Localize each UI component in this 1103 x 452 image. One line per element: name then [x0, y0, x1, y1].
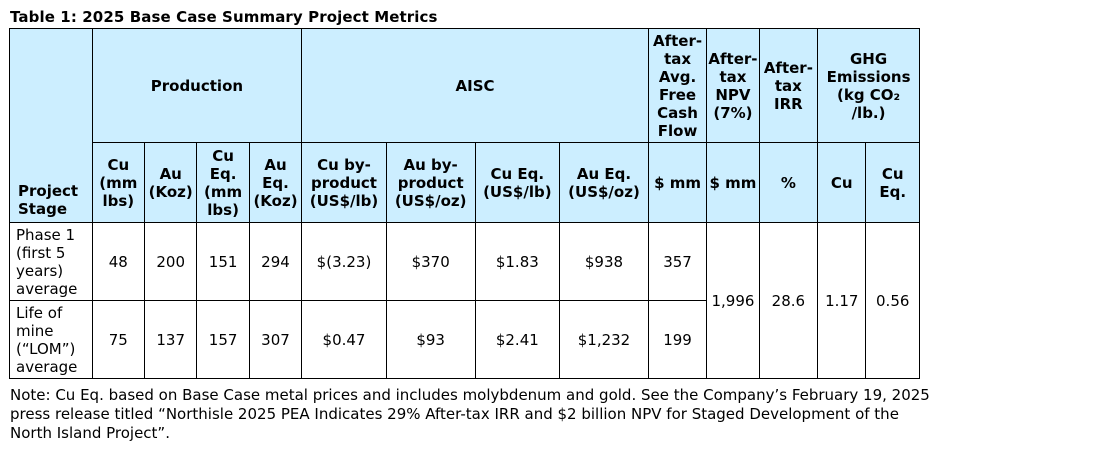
- fcf-unit-header: $ mm: [647, 142, 708, 223]
- fcf-cell: 357: [647, 222, 708, 301]
- au-byproduct-header: Au by-product (US$/oz): [385, 142, 476, 223]
- cu-byproduct-cell: $0.47: [301, 300, 387, 379]
- aisc-header: AISC: [301, 28, 649, 143]
- fcf-cell: 199: [647, 300, 708, 379]
- au-eq-koz-cell: 307: [248, 300, 303, 379]
- au-eq-koz-cell: 294: [248, 222, 303, 301]
- cu-byproduct-header: Cu by-product (US$/lb): [301, 142, 387, 223]
- cu-eq-uslb-header: Cu Eq. (US$/lb): [474, 142, 561, 223]
- cu-eq-mmlbs-cell: 151: [196, 222, 250, 301]
- au-koz-header: Au (Koz): [144, 142, 198, 223]
- free-cash-flow-header: After-tax Avg. Free Cash Flow: [647, 28, 708, 143]
- header-row-2: Cu (mm lbs) Au (Koz) Cu Eq. (mm lbs) Au …: [10, 142, 920, 223]
- ghg-cu-header: Cu: [817, 142, 867, 223]
- cu-mmlbs-header: Cu (mm lbs): [91, 142, 146, 223]
- au-koz-cell: 200: [144, 222, 198, 301]
- table-title: Table 1: 2025 Base Case Summary Project …: [10, 8, 438, 26]
- au-eq-usoz-header: Au Eq. (US$/oz): [559, 142, 649, 223]
- ghg-emissions-header: GHG Emissions (kg CO₂ /lb.): [817, 28, 920, 143]
- cu-eq-mmlbs-header: Cu Eq. (mm lbs): [196, 142, 250, 223]
- cu-eq-uslb-cell: $1.83: [474, 222, 561, 301]
- au-eq-koz-header: Au Eq. (Koz): [248, 142, 303, 223]
- npv-cell: 1,996: [706, 222, 760, 379]
- cu-mmlbs-cell: 75: [91, 300, 146, 379]
- irr-header: After-tax IRR: [758, 28, 819, 143]
- table-row: Life of mine (“LOM”) average 75 137 157 …: [9, 300, 920, 379]
- cu-eq-mmlbs-cell: 157: [196, 300, 250, 379]
- stage-cell: Life of mine (“LOM”) average: [9, 300, 93, 379]
- project-stage-header: Project Stage: [9, 28, 93, 223]
- production-header: Production: [91, 28, 303, 143]
- irr-cell: 28.6: [758, 222, 819, 379]
- cu-eq-uslb-cell: $2.41: [474, 300, 561, 379]
- header-row-1: Project Stage Production AISC After-tax …: [9, 28, 920, 223]
- table-note: Note: Cu Eq. based on Base Case metal pr…: [10, 386, 930, 442]
- stage-cell: Phase 1 (first 5 years) average: [9, 222, 93, 301]
- au-byproduct-cell: $370: [385, 222, 476, 301]
- cu-mmlbs-cell: 48: [91, 222, 146, 301]
- irr-unit-header: %: [758, 142, 819, 223]
- ghg-cu-cell: 1.17: [817, 222, 867, 379]
- ghg-cu-eq-header: Cu Eq.: [865, 142, 920, 223]
- au-eq-usoz-cell: $938: [559, 222, 649, 301]
- ghg-cu-eq-cell: 0.56: [865, 222, 920, 379]
- npv-header: After-tax NPV (7%): [706, 28, 760, 143]
- cu-byproduct-cell: $(3.23): [301, 222, 387, 301]
- au-byproduct-cell: $93: [385, 300, 476, 379]
- npv-unit-header: $ mm: [706, 142, 760, 223]
- au-eq-usoz-cell: $1,232: [559, 300, 649, 379]
- au-koz-cell: 137: [144, 300, 198, 379]
- table-row: Phase 1 (first 5 years) average 48 200 1…: [9, 222, 920, 379]
- project-metrics-table: Project Stage Production AISC After-tax …: [9, 28, 920, 379]
